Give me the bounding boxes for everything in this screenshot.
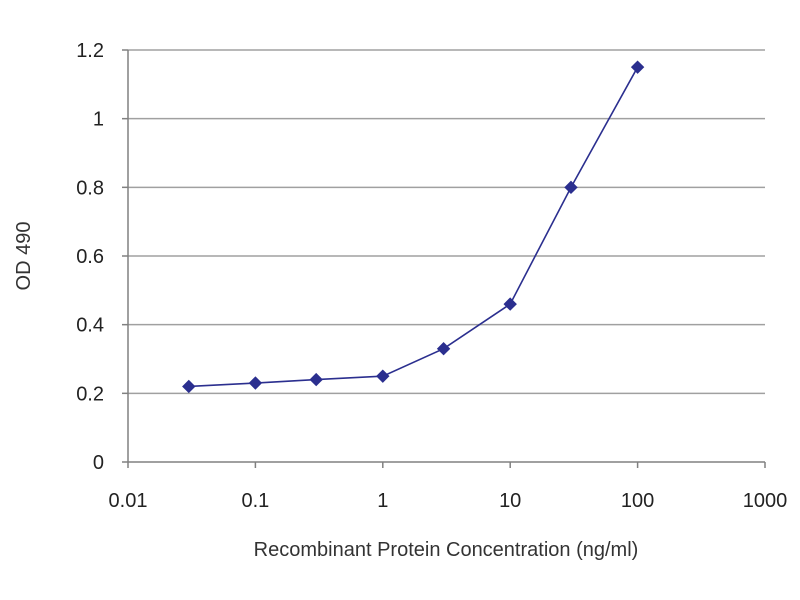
data-point — [309, 372, 323, 387]
y-tick-label: 0.8 — [76, 177, 104, 199]
x-tick-labels: 0.01 0.1 1 10 100 1000 — [109, 490, 788, 512]
y-tick-labels: 0 0.2 0.4 0.6 0.8 1 1.2 — [76, 40, 104, 474]
series-line — [188, 66, 639, 388]
y-tick-label: 0.4 — [76, 315, 104, 337]
y-tick-label: 0.6 — [76, 246, 104, 268]
y-tick-label: 1.2 — [76, 40, 104, 62]
x-tick-label: 10 — [499, 490, 521, 512]
grid-lines — [128, 49, 765, 395]
y-tick-label: 0.2 — [76, 383, 104, 405]
data-point — [630, 60, 645, 74]
data-point — [436, 341, 451, 356]
x-tick-label: 0.1 — [241, 490, 269, 512]
data-point — [182, 379, 196, 394]
x-tick-label: 0.01 — [109, 490, 148, 512]
x-tick-label: 100 — [621, 490, 654, 512]
y-tick-label: 0 — [93, 452, 104, 474]
x-axis-label: Recombinant Protein Concentration (ng/ml… — [254, 539, 639, 561]
x-tick-label: 1 — [377, 490, 388, 512]
data-point — [376, 369, 390, 383]
data-series — [182, 60, 645, 394]
data-point — [248, 376, 263, 390]
x-tick-label: 1000 — [743, 490, 788, 512]
y-tick-label: 1 — [93, 109, 104, 131]
data-point — [564, 180, 578, 195]
data-point — [503, 297, 517, 311]
y-axis-label: OD 490 — [13, 222, 35, 291]
axes — [122, 49, 766, 468]
